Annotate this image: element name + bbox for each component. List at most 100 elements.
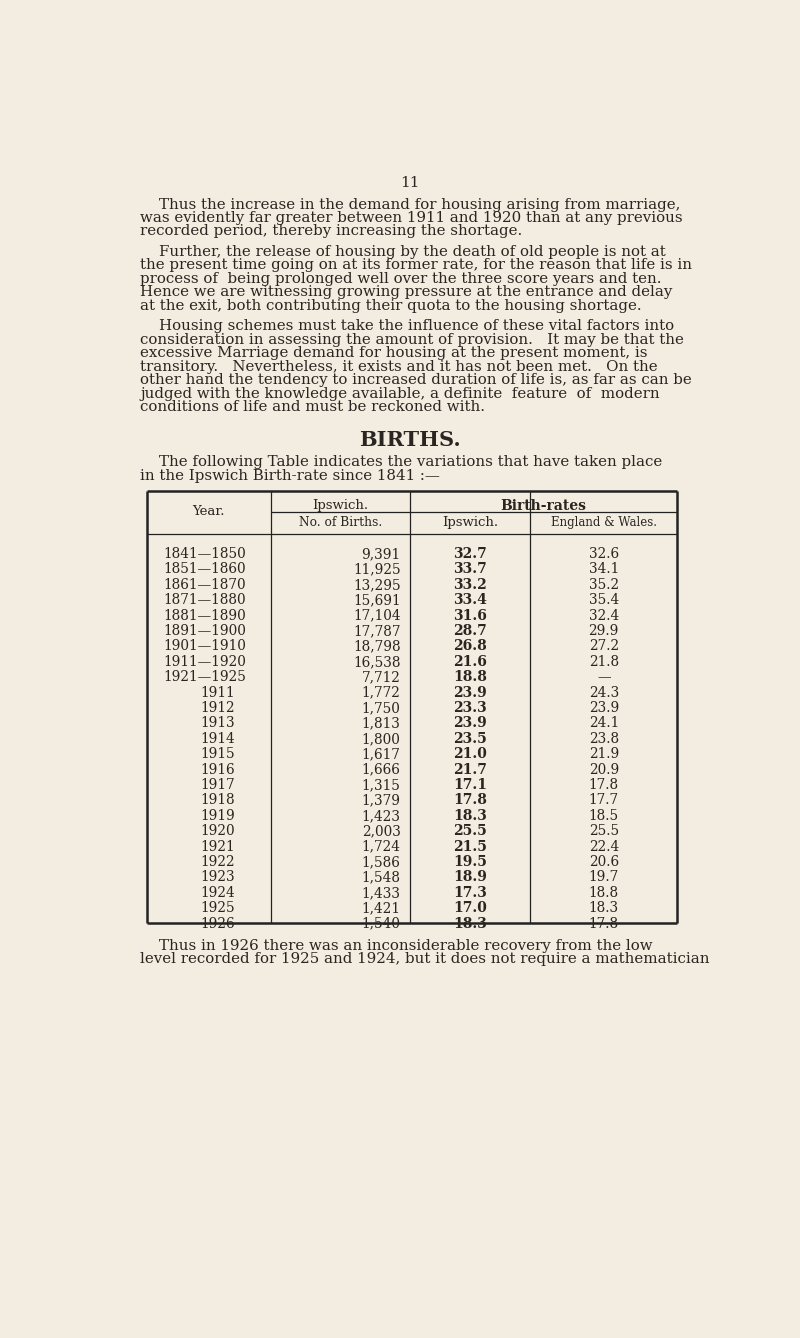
Text: 20.6: 20.6 (589, 855, 619, 868)
Text: 18.3: 18.3 (589, 902, 619, 915)
Text: 1915: 1915 (201, 747, 235, 761)
Text: judged with the knowledge available, a definite  feature  of  modern: judged with the knowledge available, a d… (140, 387, 660, 400)
Text: 33.7: 33.7 (453, 562, 487, 577)
Text: 20.9: 20.9 (589, 763, 619, 776)
Text: 17,787: 17,787 (354, 624, 401, 638)
Text: 1861—1870: 1861—1870 (163, 578, 246, 591)
Text: at the exit, both contributing their quota to the housing shortage.: at the exit, both contributing their quo… (140, 298, 642, 313)
Text: 1,813: 1,813 (362, 716, 401, 731)
Text: Further, the release of housing by the death of old people is not at: Further, the release of housing by the d… (140, 245, 666, 258)
Text: 1,379: 1,379 (362, 793, 401, 807)
Text: 1911—1920: 1911—1920 (163, 654, 246, 669)
Text: level recorded for 1925 and 1924, but it does not require a mathematician: level recorded for 1925 and 1924, but it… (140, 953, 710, 966)
Text: 1923: 1923 (201, 871, 235, 884)
Text: 1,433: 1,433 (362, 886, 401, 900)
Text: 1,548: 1,548 (362, 871, 401, 884)
Text: Housing schemes must take the influence of these vital factors into: Housing schemes must take the influence … (140, 320, 674, 333)
Text: 16,538: 16,538 (354, 654, 401, 669)
Text: 22.4: 22.4 (589, 840, 619, 854)
Text: 1,750: 1,750 (362, 701, 401, 714)
Text: 9,391: 9,391 (362, 547, 401, 561)
Text: 1,800: 1,800 (362, 732, 401, 745)
Text: recorded period, thereby increasing the shortage.: recorded period, thereby increasing the … (140, 225, 522, 238)
Text: 18.9: 18.9 (453, 871, 487, 884)
Text: 33.4: 33.4 (453, 593, 487, 607)
Text: 23.9: 23.9 (589, 701, 619, 714)
Text: 27.2: 27.2 (589, 640, 619, 653)
Text: 25.5: 25.5 (589, 824, 619, 838)
Text: 33.2: 33.2 (453, 578, 487, 591)
Text: 17.1: 17.1 (453, 777, 487, 792)
Text: —: — (597, 670, 610, 684)
Text: 15,691: 15,691 (353, 593, 401, 607)
Text: 1871—1880: 1871—1880 (163, 593, 246, 607)
Text: 1924: 1924 (201, 886, 235, 900)
Text: 28.7: 28.7 (453, 624, 487, 638)
Text: 23.5: 23.5 (453, 732, 487, 745)
Text: 23.9: 23.9 (453, 716, 487, 731)
Text: 1920: 1920 (201, 824, 235, 838)
Text: 1925: 1925 (201, 902, 235, 915)
Text: 21.5: 21.5 (453, 840, 487, 854)
Text: conditions of life and must be reckoned with.: conditions of life and must be reckoned … (140, 400, 486, 413)
Text: 1921: 1921 (201, 840, 235, 854)
Text: 1,315: 1,315 (362, 777, 401, 792)
Text: 18.3: 18.3 (453, 809, 487, 823)
Text: 7,712: 7,712 (362, 670, 401, 684)
Text: Hence we are witnessing growing pressure at the entrance and delay: Hence we are witnessing growing pressure… (140, 285, 673, 300)
Text: was evidently far greater between 1911 and 1920 than at any previous: was evidently far greater between 1911 a… (140, 211, 683, 225)
Text: 1912: 1912 (201, 701, 235, 714)
Text: 1901—1910: 1901—1910 (163, 640, 246, 653)
Text: Thus the increase in the demand for housing arising from marriage,: Thus the increase in the demand for hous… (140, 198, 681, 211)
Text: the present time going on at its former rate, for the reason that life is in: the present time going on at its former … (140, 258, 692, 273)
Text: 1841—1850: 1841—1850 (163, 547, 246, 561)
Text: 29.9: 29.9 (589, 624, 619, 638)
Text: consideration in assessing the amount of provision.   It may be that the: consideration in assessing the amount of… (140, 333, 684, 347)
Text: 1911: 1911 (201, 685, 235, 700)
Text: 18.8: 18.8 (589, 886, 619, 900)
Text: 18.3: 18.3 (453, 917, 487, 931)
Text: 1,540: 1,540 (362, 917, 401, 931)
Text: 34.1: 34.1 (589, 562, 619, 577)
Text: Birth-rates: Birth-rates (501, 499, 586, 512)
Text: process of  being prolonged well over the three score years and ten.: process of being prolonged well over the… (140, 272, 662, 286)
Text: Thus in 1926 there was an inconsiderable recovery from the low: Thus in 1926 there was an inconsiderable… (140, 939, 653, 953)
Text: 23.3: 23.3 (453, 701, 487, 714)
Text: 1917: 1917 (201, 777, 235, 792)
Text: 1881—1890: 1881—1890 (163, 609, 246, 622)
Text: 21.6: 21.6 (453, 654, 487, 669)
Text: 2,003: 2,003 (362, 824, 401, 838)
Text: 25.5: 25.5 (453, 824, 487, 838)
Text: 18.5: 18.5 (589, 809, 619, 823)
Text: 21.9: 21.9 (589, 747, 619, 761)
Text: 31.6: 31.6 (453, 609, 487, 622)
Text: transitory.   Nevertheless, it exists and it has not been met.   On the: transitory. Nevertheless, it exists and … (140, 360, 658, 373)
Text: 1851—1860: 1851—1860 (163, 562, 246, 577)
Text: 19.7: 19.7 (589, 871, 619, 884)
Text: 1,666: 1,666 (362, 763, 401, 776)
Text: 19.5: 19.5 (453, 855, 487, 868)
Text: other hand the tendency to increased duration of life is, as far as can be: other hand the tendency to increased dur… (140, 373, 692, 387)
Text: 1,423: 1,423 (362, 809, 401, 823)
Text: 32.7: 32.7 (453, 547, 487, 561)
Text: BIRTHS.: BIRTHS. (359, 431, 461, 451)
Text: 17.8: 17.8 (589, 777, 619, 792)
Text: 18,798: 18,798 (353, 640, 401, 653)
Text: 1918: 1918 (201, 793, 235, 807)
Text: 17.0: 17.0 (453, 902, 487, 915)
Text: 32.4: 32.4 (589, 609, 619, 622)
Text: England & Wales.: England & Wales. (550, 516, 657, 529)
Text: 17.8: 17.8 (453, 793, 487, 807)
Text: 11,925: 11,925 (353, 562, 401, 577)
Text: 35.4: 35.4 (589, 593, 619, 607)
Text: 1,421: 1,421 (362, 902, 401, 915)
Text: 1891—1900: 1891—1900 (163, 624, 246, 638)
Text: 17.3: 17.3 (453, 886, 487, 900)
Text: 24.1: 24.1 (589, 716, 619, 731)
Text: 1921—1925: 1921—1925 (163, 670, 246, 684)
Text: 23.8: 23.8 (589, 732, 619, 745)
Text: 1914: 1914 (201, 732, 235, 745)
Text: 1913: 1913 (201, 716, 235, 731)
Text: 21.8: 21.8 (589, 654, 619, 669)
Text: 1926: 1926 (201, 917, 235, 931)
